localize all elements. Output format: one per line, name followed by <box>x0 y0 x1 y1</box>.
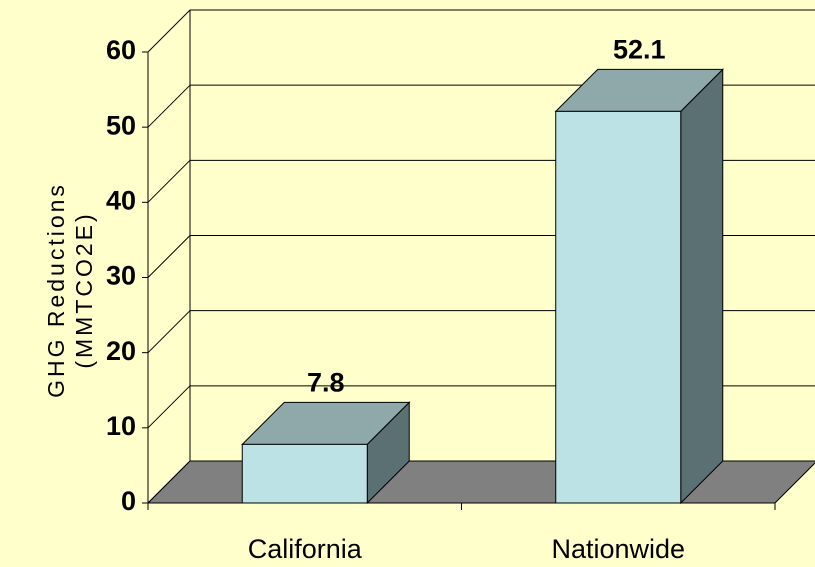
y-tick-label: 0 <box>121 486 136 516</box>
y-tick-label: 40 <box>106 185 136 215</box>
bar-side <box>680 68 724 505</box>
y-tick-label: 10 <box>106 411 136 441</box>
y-axis-label: GHG Reductions <box>43 182 69 398</box>
grid-line <box>147 235 191 278</box>
y-tick-label: 50 <box>106 110 136 140</box>
x-tick-label: California <box>248 534 363 564</box>
data-label: 52.1 <box>613 35 666 65</box>
y-tick-label: 20 <box>106 336 136 366</box>
y-tick-label: 60 <box>106 35 136 65</box>
x-tick-label: Nationwide <box>551 534 685 564</box>
grid-line <box>147 9 191 53</box>
bar <box>241 443 368 504</box>
grid-line <box>147 84 191 128</box>
bar <box>555 110 682 504</box>
y-axis-label: (MMTCO2E) <box>71 211 97 368</box>
y-tick-label: 30 <box>106 261 136 291</box>
grid-line <box>147 310 191 354</box>
grid-line <box>147 385 191 429</box>
grid-line <box>147 460 191 504</box>
data-label: 7.8 <box>307 367 345 397</box>
grid-line <box>147 159 191 203</box>
